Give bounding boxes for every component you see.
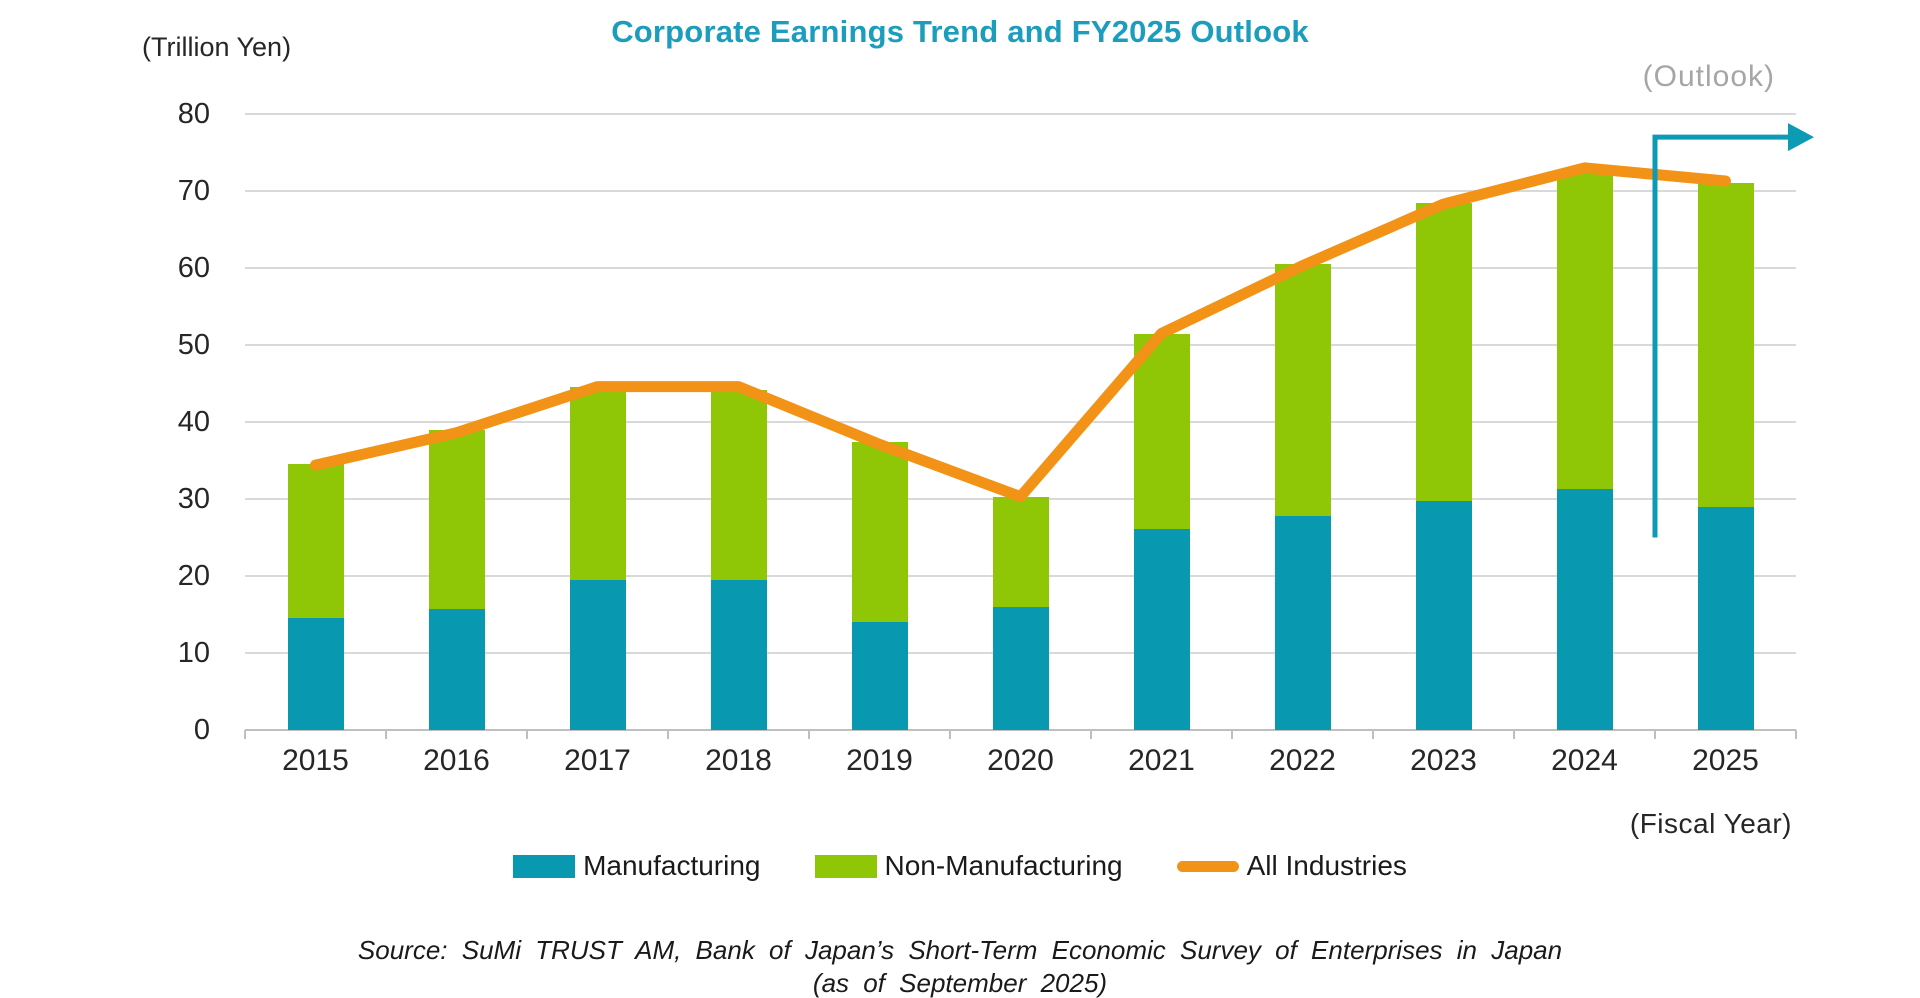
source-line-1: Source: SuMi TRUST AM, Bank of Japan’s S… bbox=[357, 935, 1563, 965]
outlook-bracket-line bbox=[1652, 134, 1794, 538]
y-axis-unit-label: (Trillion Yen) bbox=[142, 32, 292, 62]
all-industries-swatch-icon bbox=[1176, 860, 1239, 872]
plot-area: 2015 2016 2017 2018 2019 2020 2021 2022 2023 2024… bbox=[244, 113, 1814, 777]
bar-manufacturing-2016 bbox=[428, 609, 485, 730]
line-overlay bbox=[310, 123, 1814, 538]
bar-non-manufacturing-2025 bbox=[1697, 183, 1754, 507]
legend: Manufacturing Non-Manufacturing All Indu… bbox=[0, 850, 1920, 882]
x-tick-label-2019: 2019 bbox=[846, 744, 913, 777]
gridline-60 bbox=[245, 267, 1796, 269]
bar-non-manufacturing-2017 bbox=[569, 387, 626, 580]
y-tick-label-20: 20 bbox=[177, 560, 210, 592]
source-line-2: (as of September 2025) bbox=[812, 968, 1108, 998]
bar-manufacturing-2019 bbox=[851, 622, 908, 730]
y-tick-label-10: 10 bbox=[177, 637, 210, 669]
x-tick-label-2021: 2021 bbox=[1128, 744, 1195, 777]
bar-manufacturing-2015 bbox=[287, 618, 344, 730]
bar-manufacturing-2017 bbox=[569, 579, 626, 730]
legend-label-non-manufacturing: Non-Manufacturing bbox=[884, 850, 1123, 881]
x-axis-label: (Fiscal Year) bbox=[1629, 808, 1792, 839]
x-tick-label-2016: 2016 bbox=[423, 744, 490, 777]
y-tick-label-40: 40 bbox=[177, 406, 210, 438]
y-tick-label-0: 0 bbox=[193, 714, 210, 746]
gridline-50 bbox=[245, 344, 1796, 346]
x-axis-tick bbox=[1513, 730, 1515, 739]
legend-item-manufacturing: Manufacturing bbox=[513, 850, 761, 882]
x-axis-tick bbox=[949, 730, 951, 739]
bar-manufacturing-2025 bbox=[1697, 506, 1754, 730]
x-tick-label-2023: 2023 bbox=[1410, 744, 1477, 777]
x-tick-label-2015: 2015 bbox=[282, 744, 349, 777]
y-tick-label-70: 70 bbox=[177, 175, 210, 207]
bar-manufacturing-2020 bbox=[992, 606, 1049, 730]
y-tick-label-80: 80 bbox=[177, 98, 210, 130]
bar-non-manufacturing-2021 bbox=[1133, 334, 1190, 530]
outlook-arrowhead-icon bbox=[1788, 123, 1814, 152]
y-tick-label-30: 30 bbox=[177, 483, 210, 515]
bar-non-manufacturing-2019 bbox=[851, 442, 908, 623]
bar-manufacturing-2018 bbox=[710, 579, 767, 730]
bar-manufacturing-2023 bbox=[1415, 501, 1472, 730]
bar-non-manufacturing-2024 bbox=[1556, 170, 1613, 489]
x-axis-tick bbox=[808, 730, 810, 739]
manufacturing-swatch-icon bbox=[513, 854, 576, 878]
chart-title: Corporate Earnings Trend and FY2025 Outl… bbox=[611, 14, 1309, 49]
bar-non-manufacturing-2018 bbox=[710, 389, 767, 580]
bar-manufacturing-2021 bbox=[1133, 529, 1190, 730]
all-industries-line bbox=[310, 162, 1731, 503]
x-axis-tick bbox=[1372, 730, 1374, 739]
x-axis-tick bbox=[1795, 730, 1797, 739]
y-tick-label-60: 60 bbox=[177, 252, 210, 284]
non-manufacturing-swatch-icon bbox=[814, 854, 877, 878]
legend-label-manufacturing: Manufacturing bbox=[583, 850, 761, 881]
x-tick-label-2017: 2017 bbox=[564, 744, 631, 777]
y-axis-tick-labels: 0 10 20 30 40 50 60 70 80 bbox=[95, 98, 210, 746]
bar-non-manufacturing-2022 bbox=[1274, 264, 1331, 516]
gridline-40 bbox=[245, 421, 1796, 423]
x-tick-label-2020: 2020 bbox=[987, 744, 1054, 777]
legend-item-all-industries: All Industries bbox=[1176, 850, 1407, 882]
bar-manufacturing-2024 bbox=[1556, 488, 1613, 730]
x-axis-tick bbox=[1090, 730, 1092, 739]
gridline-70 bbox=[245, 190, 1796, 192]
legend-item-non-manufacturing: Non-Manufacturing bbox=[814, 850, 1123, 882]
x-axis-tick bbox=[526, 730, 528, 739]
x-tick-label-2024: 2024 bbox=[1551, 744, 1618, 777]
x-axis-tick bbox=[385, 730, 387, 739]
bar-manufacturing-2022 bbox=[1274, 515, 1331, 730]
x-axis-line bbox=[245, 729, 1796, 731]
bar-non-manufacturing-2023 bbox=[1415, 203, 1472, 502]
x-axis-tick bbox=[244, 730, 246, 739]
y-tick-label-50: 50 bbox=[177, 329, 210, 361]
x-tick-label-2018: 2018 bbox=[705, 744, 772, 777]
x-axis-tick bbox=[667, 730, 669, 739]
bar-non-manufacturing-2015 bbox=[287, 464, 344, 619]
outlook-label: (Outlook) bbox=[1642, 60, 1775, 93]
x-tick-label-2025: 2025 bbox=[1692, 744, 1759, 777]
gridline-80 bbox=[245, 113, 1796, 115]
x-axis-tick bbox=[1231, 730, 1233, 739]
legend-label-all-industries: All Industries bbox=[1246, 850, 1407, 881]
source-note: Source: SuMi TRUST AM, Bank of Japan’s S… bbox=[0, 934, 1920, 998]
x-axis-tick bbox=[1654, 730, 1656, 739]
x-tick-label-2022: 2022 bbox=[1269, 744, 1336, 777]
bar-non-manufacturing-2016 bbox=[428, 430, 485, 610]
bar-non-manufacturing-2020 bbox=[992, 497, 1049, 607]
